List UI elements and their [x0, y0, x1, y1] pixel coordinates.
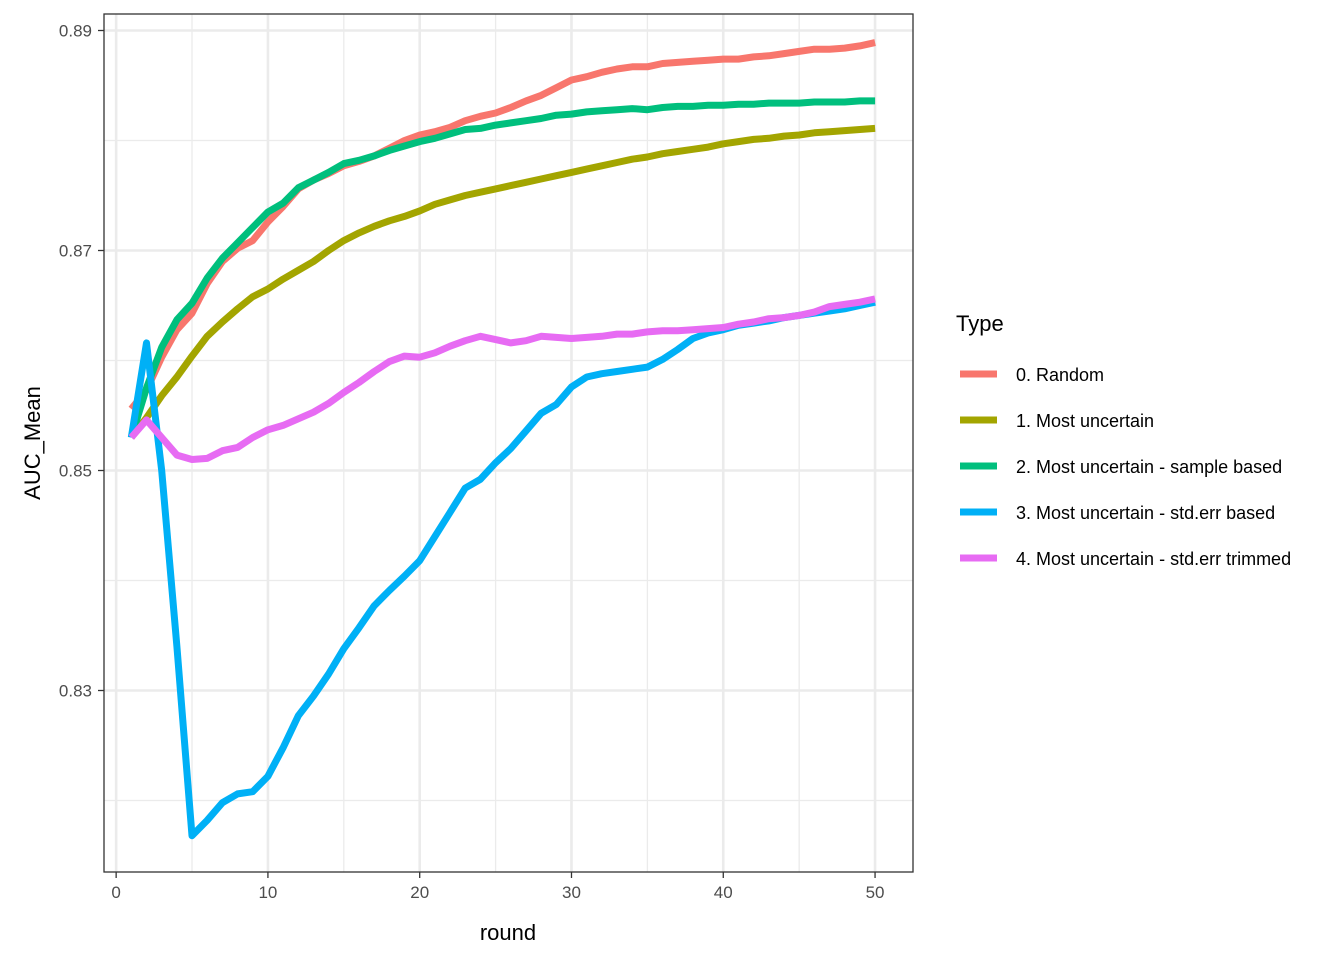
legend-title: Type: [956, 311, 1004, 336]
x-tick-label: 0: [111, 883, 120, 902]
panel-background: [104, 14, 913, 872]
x-tick-label: 50: [866, 883, 885, 902]
series-line-2: [127, 97, 876, 439]
y-tick-label: 0.89: [59, 22, 92, 41]
y-tick-label: 0.85: [59, 462, 92, 481]
legend-label-4: 4. Most uncertain - std.err trimmed: [1016, 549, 1291, 569]
legend: Type 0. Random 1. Most uncertain 2. Most u…: [956, 311, 1291, 569]
series-line-1: [128, 124, 876, 440]
x-axis: 0 10 20 30 40 50: [111, 872, 885, 902]
y-tick-label: 0.87: [59, 242, 92, 261]
series-line-0: [128, 39, 876, 412]
y-tick-label: 0.83: [59, 682, 92, 701]
legend-label-1: 1. Most uncertain: [1016, 411, 1154, 431]
x-tick-label: 40: [714, 883, 733, 902]
y-axis-title: AUC_Mean: [20, 386, 45, 500]
legend-label-0: 0. Random: [1016, 365, 1104, 385]
panel-border: [103, 13, 914, 873]
series-lines: [127, 39, 876, 840]
series-line-4: [128, 295, 876, 463]
legend-label-2: 2. Most uncertain - sample based: [1016, 457, 1282, 477]
x-tick-label: 20: [410, 883, 429, 902]
x-axis-title: round: [480, 920, 536, 945]
x-tick-label: 30: [562, 883, 581, 902]
legend-label-3: 3. Most uncertain - std.err based: [1016, 503, 1275, 523]
grid-major: [104, 14, 913, 872]
y-axis: 0.83 0.85 0.87 0.89: [59, 22, 104, 701]
x-tick-label: 10: [258, 883, 277, 902]
